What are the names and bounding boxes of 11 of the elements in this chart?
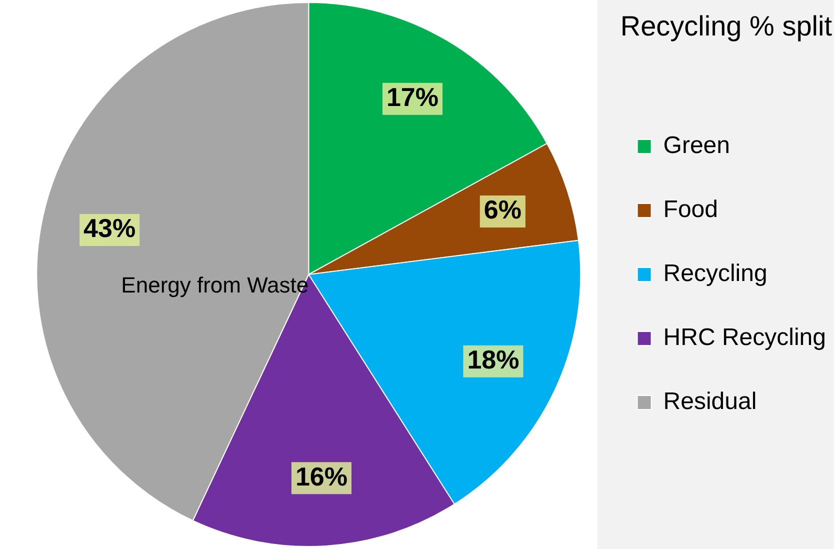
data-label: 16% [295,461,348,492]
legend-label: HRC Recycling [663,324,826,352]
data-label: 43% [84,213,136,244]
legend-label: Food [663,196,718,224]
data-label: 18% [467,344,520,375]
legend-label: Residual [663,388,757,416]
legend-label: Recycling [663,260,768,288]
data-label: 6% [484,194,522,225]
chart-title: Recycling % split [620,10,832,42]
data-label: 17% [386,82,439,112]
legend-label: Green [663,132,730,160]
